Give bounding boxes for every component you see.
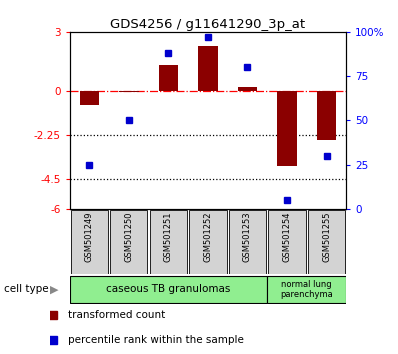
Bar bbox=[268, 210, 306, 274]
Bar bbox=[277, 91, 297, 166]
Text: percentile rank within the sample: percentile rank within the sample bbox=[68, 335, 244, 346]
Text: GSM501249: GSM501249 bbox=[85, 211, 94, 262]
Text: GSM501253: GSM501253 bbox=[243, 211, 252, 262]
Bar bbox=[158, 65, 178, 91]
Text: cell type: cell type bbox=[4, 284, 49, 295]
Bar bbox=[150, 210, 187, 274]
Bar bbox=[229, 210, 266, 274]
Bar bbox=[317, 91, 336, 140]
Bar bbox=[189, 210, 226, 274]
Text: ▶: ▶ bbox=[49, 284, 58, 295]
Text: transformed count: transformed count bbox=[68, 309, 165, 320]
Text: GSM501251: GSM501251 bbox=[164, 211, 173, 262]
Bar bbox=[70, 276, 267, 303]
Bar bbox=[80, 91, 99, 105]
Text: normal lung
parenchyma: normal lung parenchyma bbox=[280, 280, 333, 299]
Text: caseous TB granulomas: caseous TB granulomas bbox=[106, 284, 230, 295]
Text: GSM501252: GSM501252 bbox=[203, 211, 213, 262]
Bar bbox=[308, 210, 345, 274]
Text: GSM501250: GSM501250 bbox=[125, 211, 133, 262]
Text: GSM501255: GSM501255 bbox=[322, 211, 331, 262]
Bar bbox=[267, 276, 346, 303]
Text: GSM501254: GSM501254 bbox=[283, 211, 291, 262]
Bar bbox=[198, 46, 218, 91]
Title: GDS4256 / g11641290_3p_at: GDS4256 / g11641290_3p_at bbox=[110, 18, 306, 31]
Bar bbox=[119, 91, 139, 92]
Bar bbox=[238, 87, 258, 91]
Bar bbox=[71, 210, 108, 274]
Bar bbox=[110, 210, 148, 274]
